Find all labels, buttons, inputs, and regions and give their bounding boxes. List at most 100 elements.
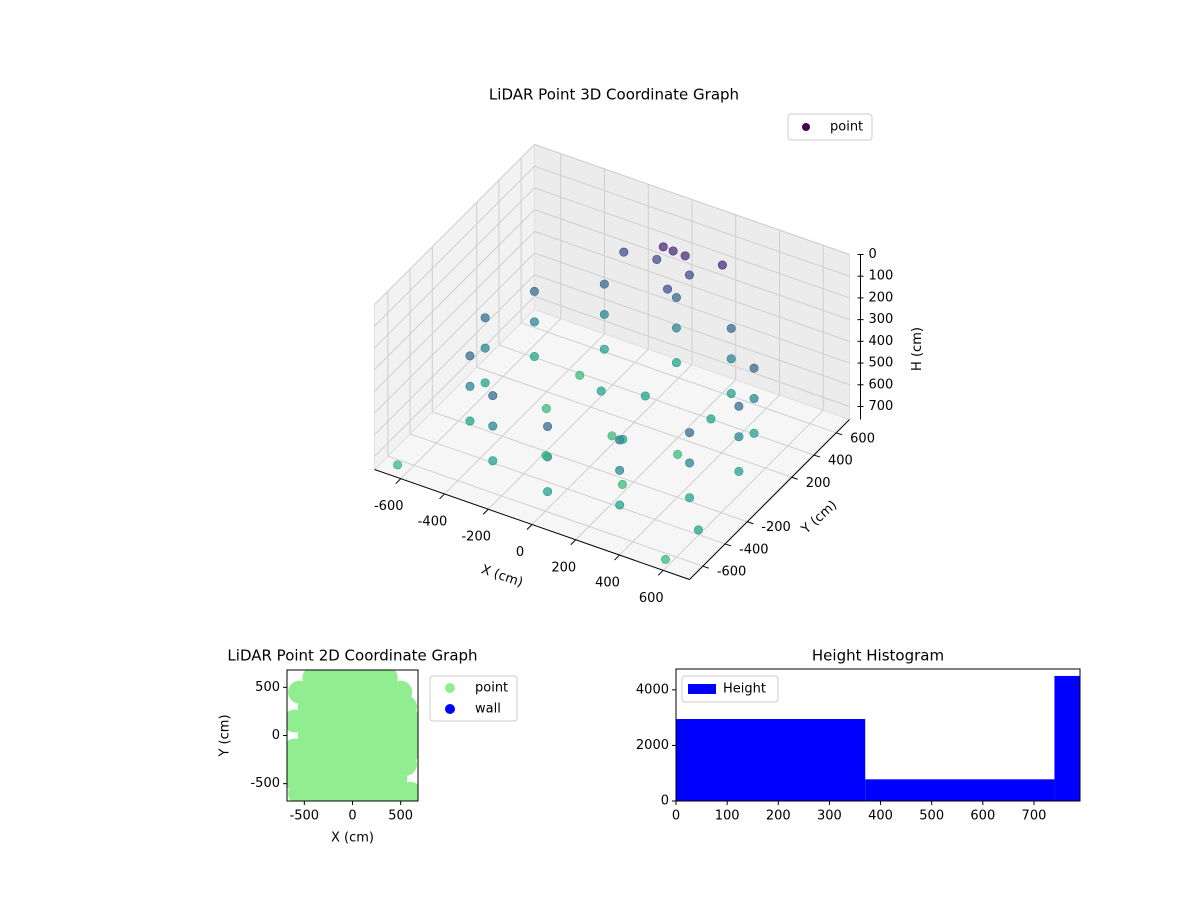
- y-tick-label: 400: [828, 454, 853, 469]
- point: [685, 458, 695, 468]
- x-tick-label: 600: [639, 591, 664, 606]
- point: [480, 378, 490, 388]
- x-tick-label: -500: [290, 809, 320, 824]
- point: [673, 449, 683, 459]
- x-tick-label: 500: [919, 809, 944, 824]
- x-tick-label: 100: [715, 809, 740, 824]
- point: [615, 465, 625, 475]
- point: [617, 479, 627, 489]
- y-tick-label: 4000: [636, 682, 669, 697]
- point: [393, 460, 403, 470]
- point: [685, 493, 695, 503]
- legend-box: [681, 675, 779, 703]
- grid-line: [387, 455, 703, 567]
- point: [465, 381, 475, 391]
- point: [734, 466, 744, 476]
- y-axis-label: Y (cm): [218, 714, 233, 757]
- point: [671, 293, 681, 303]
- grid-line: [619, 394, 780, 556]
- x-tick-label: 0: [348, 809, 356, 824]
- point: [706, 414, 716, 424]
- y-tick-label: -400: [739, 542, 769, 557]
- x-axis-label: X (cm): [331, 831, 374, 846]
- z-axis-label: H (cm): [910, 327, 925, 371]
- point: [529, 286, 539, 296]
- point: [640, 391, 650, 401]
- grid-line: [534, 252, 850, 364]
- x-tick-label: -200: [461, 530, 491, 545]
- point: [663, 284, 673, 294]
- z-tick-label: 700: [869, 399, 894, 414]
- axis-line: [689, 419, 850, 580]
- tick-mark: [482, 508, 489, 515]
- legend-marker: [802, 123, 810, 131]
- tick-mark: [439, 493, 445, 500]
- grid-line: [374, 209, 535, 370]
- grid-line: [534, 209, 850, 321]
- grid-line: [374, 144, 535, 305]
- x-tick-label: 200: [766, 809, 791, 824]
- grid-line: [498, 344, 815, 456]
- tick-mark: [614, 554, 620, 561]
- grid-line: [374, 252, 535, 414]
- chart-title: Height Histogram: [812, 647, 944, 665]
- bar: [865, 779, 1055, 801]
- chart-title: LiDAR Point 2D Coordinate Graph: [227, 647, 477, 665]
- point: [652, 254, 662, 264]
- z-tick-label: 100: [869, 269, 894, 284]
- point: [543, 487, 553, 497]
- point: [599, 344, 609, 354]
- point: [599, 309, 609, 319]
- point: [488, 421, 498, 431]
- point: [734, 401, 744, 411]
- tick-mark: [813, 454, 821, 458]
- x-tick-label: 0: [672, 809, 680, 824]
- legend-label: wall: [475, 702, 501, 717]
- grid-line: [374, 187, 535, 349]
- point: [607, 431, 617, 441]
- grid-line: [531, 364, 693, 525]
- tick-mark: [791, 476, 798, 480]
- tick-mark: [570, 539, 577, 546]
- z-tick-label: 400: [869, 334, 894, 349]
- point: [543, 421, 553, 431]
- point: [685, 428, 695, 438]
- grid-line: [374, 165, 535, 327]
- point: [668, 246, 678, 256]
- tick-mark: [657, 569, 664, 576]
- tick-mark: [724, 543, 732, 547]
- grid-line: [374, 230, 535, 392]
- grid-line: [476, 366, 792, 478]
- x-tick-label: 400: [595, 576, 620, 591]
- point: [480, 313, 490, 323]
- point: [749, 363, 759, 373]
- z-tick-label: 500: [869, 356, 894, 371]
- point: [660, 554, 670, 564]
- y-tick-label: 200: [806, 476, 831, 491]
- legend-label: point: [475, 681, 508, 696]
- point: [488, 391, 498, 401]
- point: [596, 386, 606, 396]
- grid-line: [400, 318, 562, 480]
- z-tick-label: 200: [869, 290, 894, 305]
- legend-box: [429, 675, 518, 722]
- point: [726, 323, 736, 333]
- grid-line: [444, 333, 605, 495]
- tick-mark: [836, 432, 843, 436]
- y-tick-label: 2000: [636, 738, 669, 753]
- point: [575, 370, 585, 380]
- grid-line: [487, 348, 649, 510]
- axes-frame: [675, 668, 1081, 802]
- grid-line: [432, 411, 748, 523]
- y-tick-label: -200: [761, 520, 791, 535]
- point: [693, 525, 703, 535]
- point: [684, 270, 694, 280]
- z-tick-label: 300: [869, 312, 894, 327]
- point: [717, 260, 727, 270]
- point: [658, 242, 668, 252]
- grid-line: [534, 274, 850, 386]
- grid-line: [662, 409, 824, 571]
- z-tick-label: 0: [869, 247, 877, 262]
- point: [671, 323, 681, 333]
